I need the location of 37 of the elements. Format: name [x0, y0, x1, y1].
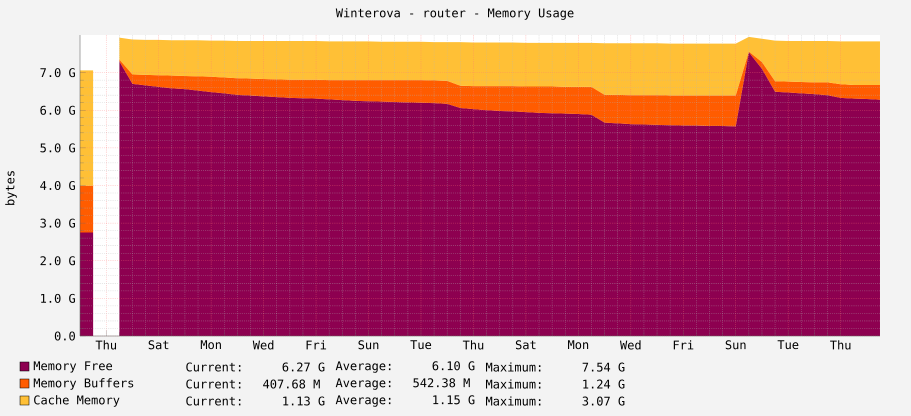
- x-tick-label: Thu: [462, 340, 484, 350]
- x-tick-label: Mon: [568, 340, 588, 350]
- text: Memory Free: [34, 361, 112, 373]
- x-tick-label: Fri: [306, 340, 326, 350]
- y-tick-label: 0.0: [54, 331, 75, 341]
- legend-label: Cache Memory: [34, 395, 120, 407]
- chart-title: Winterova - router - Memory Usage: [336, 8, 574, 20]
- text: Current: 407.68 M: [186, 379, 320, 389]
- x-tick-label: Fri: [674, 340, 694, 350]
- x-tick-label: Sun: [726, 340, 746, 350]
- y-tick-label: 7.0 G: [40, 68, 75, 78]
- text: Current: 1.13 G: [186, 396, 324, 406]
- y-tick-label: 3.0 G: [40, 218, 75, 228]
- x-tick-label: Tue: [778, 340, 798, 350]
- y-tick-label: 6.0 G: [40, 106, 75, 115]
- legend-label: Memory Buffers: [34, 378, 134, 390]
- x-tick-label: Sat: [148, 340, 168, 350]
- x-tick-label: Mon: [200, 340, 221, 350]
- x-tick-label: Sun: [358, 340, 378, 350]
- text: Average: 6.10 G: [336, 361, 474, 373]
- text: Average: 542.38 M: [336, 378, 470, 390]
- text: Maximum: 1.24 G: [486, 379, 624, 389]
- x-tick-label: Wed: [620, 340, 641, 350]
- text: Maximum: 3.07 G: [486, 396, 624, 406]
- text: Current: 6.27 G: [186, 362, 324, 372]
- x-tick-label: Sat: [516, 340, 536, 350]
- y-tick-label: 2.0 G: [40, 256, 75, 266]
- y-tick-label: 4.0 G: [40, 180, 75, 190]
- x-tick-label: Thu: [830, 340, 850, 350]
- text: Average: 1.15 G: [336, 395, 474, 407]
- y-tick-label: 1.0 G: [41, 294, 75, 303]
- x-tick-label: Tue: [410, 340, 432, 350]
- x-tick-label: Thu: [96, 340, 116, 350]
- text: Maximum: 7.54 G: [486, 362, 624, 372]
- y-axis-title: bytes: [5, 171, 17, 205]
- y-tick-label: 5.0 G: [40, 143, 75, 152]
- x-tick-label: Wed: [252, 340, 274, 350]
